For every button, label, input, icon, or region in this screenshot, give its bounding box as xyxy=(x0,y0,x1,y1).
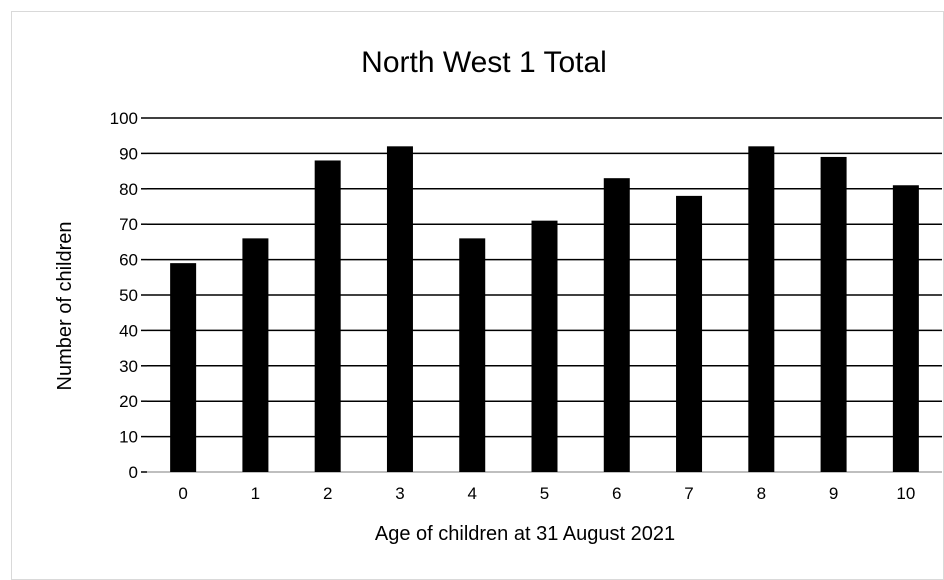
bars xyxy=(170,146,919,473)
y-tick-label: 30 xyxy=(119,357,138,376)
x-tick-label: 10 xyxy=(896,484,915,503)
y-tick-label: 0 xyxy=(129,463,138,482)
y-tick-label: 90 xyxy=(119,144,138,163)
bar-7 xyxy=(676,195,703,472)
x-tick-label: 8 xyxy=(757,484,766,503)
bar-4 xyxy=(459,238,486,472)
y-axis-label: Number of children xyxy=(54,222,76,391)
x-tick-label: 5 xyxy=(540,484,549,503)
chart-title: North West 1 Total xyxy=(361,46,607,79)
y-tick-label: 100 xyxy=(110,109,138,128)
x-tick-label: 0 xyxy=(178,484,187,503)
x-tick-label: 1 xyxy=(251,484,260,503)
x-axis-label: Age of children at 31 August 2021 xyxy=(375,523,675,545)
y-tick-labels: 0 10 20 30 40 50 60 70 80 90 100 xyxy=(110,109,138,482)
y-tick-label: 80 xyxy=(119,180,138,199)
y-tick-label: 60 xyxy=(119,251,138,270)
x-tick-labels: 0 1 2 3 4 5 6 7 8 9 10 xyxy=(178,484,915,503)
bar-0 xyxy=(170,263,197,472)
x-tick-label: 4 xyxy=(467,484,476,503)
bar-6 xyxy=(603,178,630,472)
bar-8 xyxy=(748,146,775,472)
x-tick-label: 7 xyxy=(684,484,693,503)
y-tick-label: 50 xyxy=(119,286,138,305)
y-tick-label: 70 xyxy=(119,215,138,234)
x-tick-label: 9 xyxy=(829,484,838,503)
bar-3 xyxy=(386,146,413,472)
bar-2 xyxy=(314,160,341,473)
x-tick-label: 3 xyxy=(395,484,404,503)
bar-5 xyxy=(531,220,558,472)
y-tick-label: 10 xyxy=(119,428,138,447)
bar-10 xyxy=(892,185,919,472)
bar-9 xyxy=(820,156,847,472)
y-tick-label: 40 xyxy=(119,321,138,340)
x-tick-label: 6 xyxy=(612,484,621,503)
y-tick-label: 20 xyxy=(119,392,138,411)
bar-1 xyxy=(242,238,269,472)
x-tick-label: 2 xyxy=(323,484,332,503)
